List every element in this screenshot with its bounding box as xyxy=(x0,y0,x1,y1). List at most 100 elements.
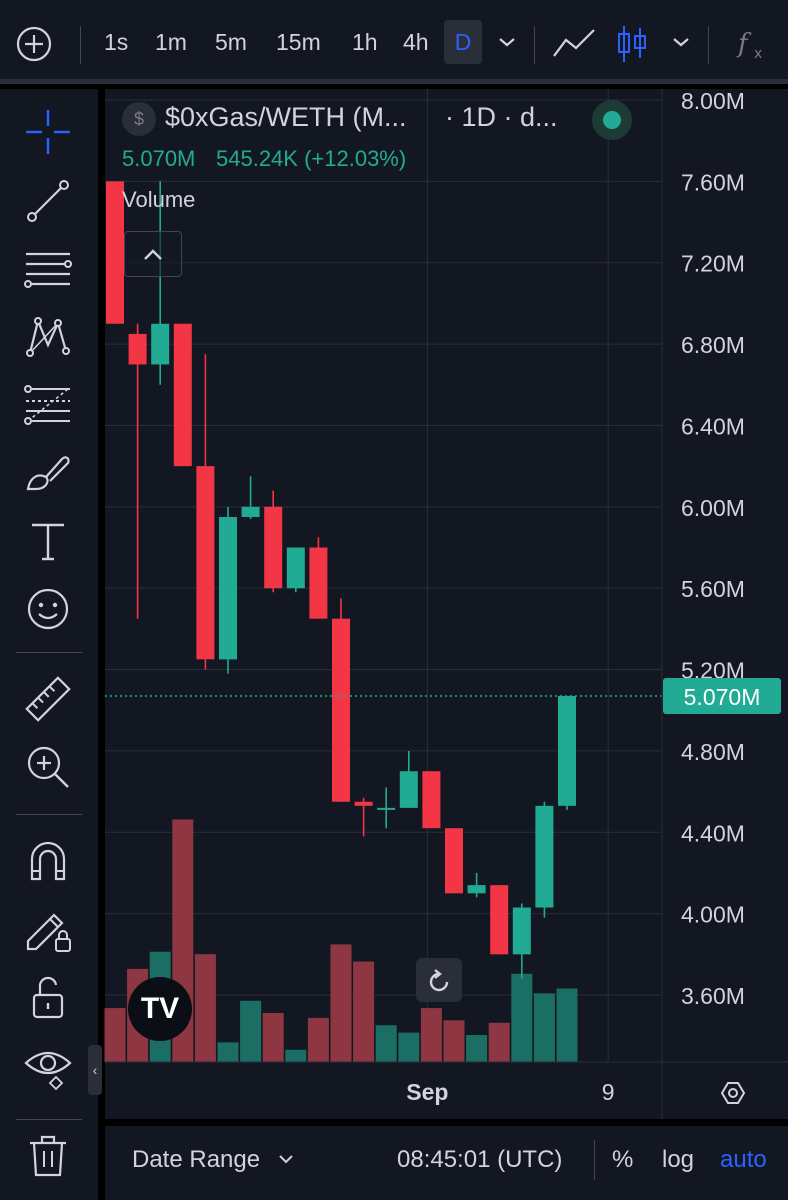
y-tick-label: 6.40M xyxy=(681,413,745,439)
volume-label: Volume xyxy=(122,187,196,212)
last-price-label: 5.070M xyxy=(684,684,761,710)
emoji-icon[interactable] xyxy=(22,583,74,635)
x-tick-label: 9 xyxy=(602,1079,615,1105)
candle-body xyxy=(354,801,373,806)
bottom-separator xyxy=(594,1140,595,1180)
collapse-legend-button[interactable] xyxy=(124,231,182,277)
candle-body xyxy=(399,771,418,808)
candle-body xyxy=(558,695,576,806)
volume-bar xyxy=(217,1042,239,1062)
y-tick-label: 7.60M xyxy=(681,169,745,195)
interval-1m[interactable]: 1m xyxy=(155,29,187,55)
candle-body xyxy=(467,885,486,894)
chevron-down-icon[interactable] xyxy=(276,1152,296,1166)
candlestick-chart[interactable]: 8.00M7.60M7.20M6.80M6.40M6.00M5.60M5.20M… xyxy=(0,0,788,1126)
reset-chart-button[interactable] xyxy=(416,958,462,1002)
brush-icon[interactable] xyxy=(22,447,74,499)
volume-bar xyxy=(443,1020,465,1062)
candle-body xyxy=(219,516,237,660)
chevron-down-icon[interactable] xyxy=(670,34,692,50)
volume-bar xyxy=(262,1013,284,1062)
refresh-icon xyxy=(429,969,449,992)
toolbar-separator xyxy=(708,26,709,64)
market-status-icon[interactable] xyxy=(592,100,632,140)
candle-body xyxy=(286,547,305,589)
volume-bar xyxy=(420,1008,442,1062)
volume-bar xyxy=(307,1017,329,1062)
candle-body xyxy=(128,333,147,365)
chevron-down-icon[interactable] xyxy=(496,34,518,50)
volume-bar xyxy=(353,961,375,1062)
lock-pencil-icon[interactable] xyxy=(22,903,74,955)
legend-price: 5.070M xyxy=(122,146,196,171)
chart-panel xyxy=(105,89,788,1119)
y-tick-label: 5.60M xyxy=(681,576,745,602)
candle-body xyxy=(151,323,170,365)
zoom-in-icon[interactable] xyxy=(22,741,74,793)
percent-toggle[interactable]: % xyxy=(612,1146,634,1173)
candle-body xyxy=(490,885,509,955)
ruler-icon[interactable] xyxy=(22,673,74,725)
volume-bar xyxy=(533,993,555,1062)
interval-4h[interactable]: 4h xyxy=(403,29,429,55)
interval-1h[interactable]: 1h xyxy=(352,29,378,55)
candles-icon[interactable] xyxy=(614,24,650,64)
fx-icon[interactable]: f x xyxy=(734,24,774,64)
auto-toggle[interactable]: auto xyxy=(720,1146,767,1173)
interval-d[interactable]: D xyxy=(444,20,482,64)
last-price-badge xyxy=(663,677,781,714)
y-tick-label: 3.60M xyxy=(681,983,745,1009)
trendline-icon[interactable] xyxy=(22,175,74,227)
settings-hex-center xyxy=(728,1088,738,1098)
volume-bar xyxy=(194,954,216,1062)
x-tick-label: Sep xyxy=(406,1079,448,1105)
y-tick-label: 4.40M xyxy=(681,820,745,846)
settings-hex-icon[interactable] xyxy=(720,1082,746,1104)
candle-body xyxy=(173,323,192,467)
candle-body xyxy=(422,771,441,829)
settings-hex-outline xyxy=(720,1082,746,1104)
tradingview-logo-icon[interactable]: TV xyxy=(128,977,192,1041)
timeframe-label: · 1D · d... xyxy=(445,102,558,132)
volume-bar xyxy=(375,1025,397,1062)
date-range-button[interactable]: Date Range xyxy=(132,1146,261,1173)
candle-body xyxy=(332,618,350,802)
candle-body xyxy=(196,466,215,660)
volume-bar xyxy=(240,1000,262,1062)
log-toggle[interactable]: log xyxy=(662,1146,695,1173)
y-tick-label: 4.00M xyxy=(681,902,745,928)
y-tick-label: 7.20M xyxy=(681,251,745,277)
unlock-icon[interactable] xyxy=(22,971,74,1023)
interval-5m[interactable]: 5m xyxy=(215,29,247,55)
volume-bar xyxy=(511,973,533,1062)
utc-time[interactable]: 08:45:01 (UTC) xyxy=(397,1146,563,1173)
candle-body xyxy=(535,805,554,908)
volume-bar xyxy=(556,988,578,1062)
tool-separator xyxy=(16,652,82,653)
eye-icon[interactable] xyxy=(22,1039,74,1091)
collapse-toolbar-button[interactable]: ‹ xyxy=(88,1045,102,1095)
line-chart-icon[interactable] xyxy=(552,26,598,62)
crosshair-icon[interactable] xyxy=(22,106,74,158)
horizontal-lines-icon[interactable] xyxy=(22,244,74,296)
volume-bar xyxy=(285,1049,307,1062)
symbol-title[interactable]: $0xGas/WETH (M... xyxy=(165,102,407,132)
text-icon[interactable] xyxy=(22,515,74,567)
pattern-icon[interactable] xyxy=(22,311,74,363)
interval-15m[interactable]: 15m xyxy=(276,29,321,55)
y-tick-label: 4.80M xyxy=(681,739,745,765)
y-tick-label: 8.00M xyxy=(681,88,745,114)
candle-body xyxy=(445,828,463,894)
symbol-logo-icon: $ xyxy=(122,102,156,136)
toolbar-separator xyxy=(80,26,81,64)
legend-change: 545.24K (+12.03%) xyxy=(216,146,407,171)
volume-bar xyxy=(466,1035,488,1062)
chevron-up-icon xyxy=(144,249,162,261)
interval-1s[interactable]: 1s xyxy=(104,29,129,55)
trash-icon[interactable] xyxy=(22,1129,74,1181)
fib-icon[interactable] xyxy=(22,379,74,431)
magnet-icon[interactable] xyxy=(22,835,74,887)
candle-body xyxy=(264,506,283,589)
candle-body xyxy=(309,547,328,619)
add-circle-icon[interactable] xyxy=(14,24,54,64)
